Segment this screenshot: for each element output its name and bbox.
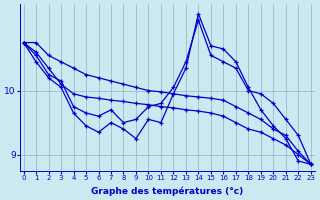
X-axis label: Graphe des températures (°c): Graphe des températures (°c) <box>91 186 243 196</box>
